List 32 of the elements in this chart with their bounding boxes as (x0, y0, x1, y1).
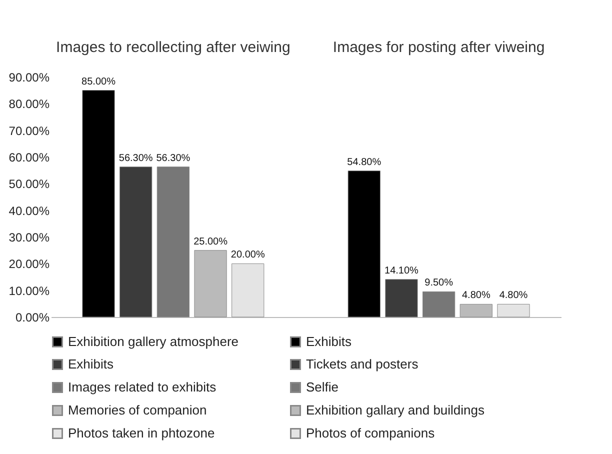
text: Images for posting after viweing (332, 39, 545, 56)
y-tick-label: 80.00% (8, 97, 50, 112)
legend-label: Photos taken in phtozone (68, 426, 215, 440)
data-label: 14.10% (384, 265, 419, 276)
legend-label: Photos of companions (306, 426, 436, 440)
data-label: 4.80% (499, 290, 528, 302)
data-label: 4.80% (462, 290, 490, 302)
text: Images to recollecting after veiwing (56, 39, 290, 56)
y-tick-label: 50.00% (8, 177, 50, 192)
y-tick-label: 0.00% (15, 310, 50, 324)
y-tick-label: 70.00% (8, 124, 50, 138)
y-tick-label: 40.00% (8, 204, 50, 218)
data-label: 85.00% (82, 76, 116, 88)
legend-label: Memories of companion (68, 402, 207, 418)
y-tick-label: 30.00% (8, 230, 50, 244)
y-tick-label: 10.00% (8, 284, 50, 298)
legend-label: Exhibits (68, 356, 114, 372)
legend-label: Selfie (306, 380, 339, 394)
y-tick-label: 60.00% (8, 150, 50, 164)
legend-label: Tickets and posters (306, 356, 419, 372)
data-label: 25.00% (194, 236, 228, 248)
data-label: 56.30% (118, 152, 153, 164)
data-label: 9.50% (424, 278, 454, 289)
legend-label: Exhibition gallary and buildings (306, 402, 485, 418)
data-label: 54.80% (347, 156, 382, 168)
legend-label: Exhibits (306, 334, 352, 349)
legend-label: Images related to exhibits (68, 380, 217, 394)
y-tick-label: 20.00% (8, 257, 50, 272)
data-label: 56.30% (156, 152, 190, 164)
legend-label: Exhibition gallery atmosphere (68, 334, 239, 349)
y-tick-label: 90.00% (8, 70, 50, 84)
data-label: 20.00% (230, 250, 265, 261)
